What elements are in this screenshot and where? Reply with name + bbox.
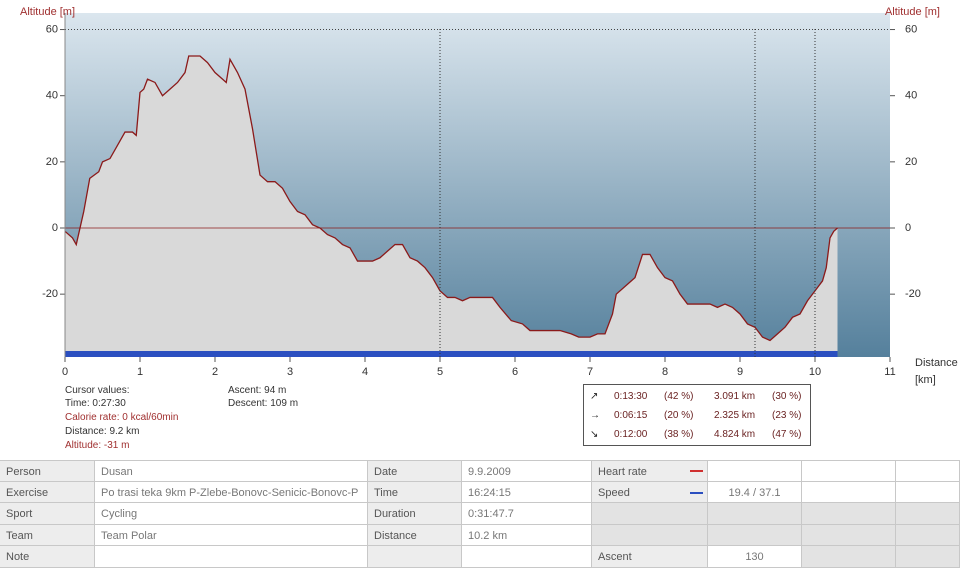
y2-tick-label: -20 xyxy=(905,288,921,300)
table-cell: Heart rate xyxy=(592,460,708,482)
table-cell: Date xyxy=(368,460,462,482)
table-cell xyxy=(592,524,708,547)
x-tick-label: 9 xyxy=(737,366,743,378)
zone-icon: ↘ xyxy=(590,429,599,440)
x-tick-label: 10 xyxy=(809,366,821,378)
y-tick-label: 40 xyxy=(46,90,58,102)
zone-icon: ↗ xyxy=(590,391,599,402)
ascent-label: Ascent xyxy=(592,546,708,568)
y2-tick-label: 60 xyxy=(905,23,917,35)
chart: Altitude [m] Altitude [m] Distance [km] … xyxy=(20,6,958,386)
table-cell xyxy=(802,503,896,525)
y2-axis-label: Altitude [m] xyxy=(885,6,940,18)
table-cell xyxy=(708,503,802,525)
x-tick-label: 5 xyxy=(437,366,443,378)
table-cell: Dusan xyxy=(95,460,368,482)
zone-value: 0:13:30 xyxy=(614,391,648,402)
cursor-altitude: Altitude: -31 m xyxy=(65,440,130,451)
table-cell: Exercise xyxy=(0,481,95,504)
x-tick-label: 8 xyxy=(662,366,668,378)
table-cell: Time xyxy=(368,481,462,504)
zone-value: (20 %) xyxy=(664,410,694,421)
table-cell: Person xyxy=(0,460,95,482)
y-tick-label: 60 xyxy=(46,23,58,35)
table-cell xyxy=(462,546,592,568)
x-tick-label: 0 xyxy=(62,366,68,378)
zone-value: (38 %) xyxy=(664,429,694,440)
zone-value: 2.325 km xyxy=(714,410,756,421)
zone-value: 0:12:00 xyxy=(614,429,648,440)
table-cell xyxy=(802,481,896,504)
zone-value: 4.824 km xyxy=(714,429,756,440)
altitude-line xyxy=(64,55,838,342)
table-cell: Team xyxy=(0,524,95,547)
table-cell: Speed xyxy=(592,481,708,504)
x-tick-label: 4 xyxy=(362,366,368,378)
table-cell: 10.2 km xyxy=(462,524,592,547)
table-cell xyxy=(368,546,462,568)
zone-value: 0:06:15 xyxy=(614,410,648,421)
x-tick-label: 1 xyxy=(137,366,143,378)
table-cell: Sport xyxy=(0,503,95,525)
zones-box: ↗ 0:13:30 (42 %) 3.091 km (30 %) → 0:06:15 (20 … xyxy=(583,384,811,446)
table-cell: 0:31:47.7 xyxy=(462,503,592,525)
cursor-calorie: Calorie rate: 0 kcal/60min xyxy=(65,412,179,423)
table-cell xyxy=(896,546,960,568)
x-tick-label: 2 xyxy=(212,366,218,378)
table-cell: 16:24:15 xyxy=(462,481,592,504)
legend-line xyxy=(690,470,703,472)
table-cell xyxy=(708,460,802,482)
speed-bar xyxy=(65,351,838,357)
table-cell xyxy=(802,524,896,547)
table-cell xyxy=(896,524,960,547)
x-axis-label: Distance xyxy=(915,357,958,369)
y2-tick-label: 0 xyxy=(905,222,911,234)
table-cell: Distance xyxy=(368,524,462,547)
x-tick-label: 7 xyxy=(587,366,593,378)
legend-line xyxy=(690,491,703,494)
zone-value: (23 %) xyxy=(772,410,802,421)
table-cell: Note xyxy=(0,546,95,568)
x-tick-label: 3 xyxy=(287,366,293,378)
table-cell xyxy=(708,524,802,547)
y-tick-label: -20 xyxy=(42,288,58,300)
cursor-title: Cursor values: xyxy=(65,385,130,396)
table-cell xyxy=(896,503,960,525)
x-axis-unit: [km] xyxy=(915,374,936,386)
table-cell: Po trasi teka 9km P-Zlebe-Bonovc-Senicic… xyxy=(95,481,368,504)
y2-tick-label: 40 xyxy=(905,90,917,102)
table-cell: Team Polar xyxy=(95,524,368,547)
x-tick-label: 6 xyxy=(512,366,518,378)
table-cell xyxy=(95,546,368,568)
descent: Descent: 109 m xyxy=(228,398,299,409)
y-tick-label: 20 xyxy=(46,156,58,168)
table-cell: Duration xyxy=(368,503,462,525)
zone-icon: → xyxy=(590,410,600,421)
table-cell: Cycling xyxy=(95,503,368,525)
cursor-distance: Distance: 9.2 km xyxy=(65,426,140,437)
zone-value: (30 %) xyxy=(772,391,802,402)
y-axis-label: Altitude [m] xyxy=(20,6,75,18)
table-cell xyxy=(896,460,960,482)
ascent: Ascent: 94 m xyxy=(228,385,287,396)
table-cell xyxy=(592,503,708,525)
y2-tick-label: 20 xyxy=(905,156,917,168)
zone-value: 3.091 km xyxy=(714,391,756,402)
table-cell xyxy=(896,481,960,504)
zone-value: (42 %) xyxy=(664,391,694,402)
x-tick-label: 11 xyxy=(884,366,895,378)
table-cell xyxy=(802,460,896,482)
y-tick-label: 0 xyxy=(52,222,58,234)
table-cell: 19.4 / 37.1 xyxy=(708,481,802,504)
ascent-value: 130 xyxy=(708,546,802,568)
cursor-time: Time: 0:27:30 xyxy=(65,398,126,409)
table-cell: 9.9.2009 xyxy=(462,460,592,482)
altitude-area xyxy=(65,56,838,357)
table-cell xyxy=(802,546,896,568)
zone-value: (47 %) xyxy=(772,429,802,440)
